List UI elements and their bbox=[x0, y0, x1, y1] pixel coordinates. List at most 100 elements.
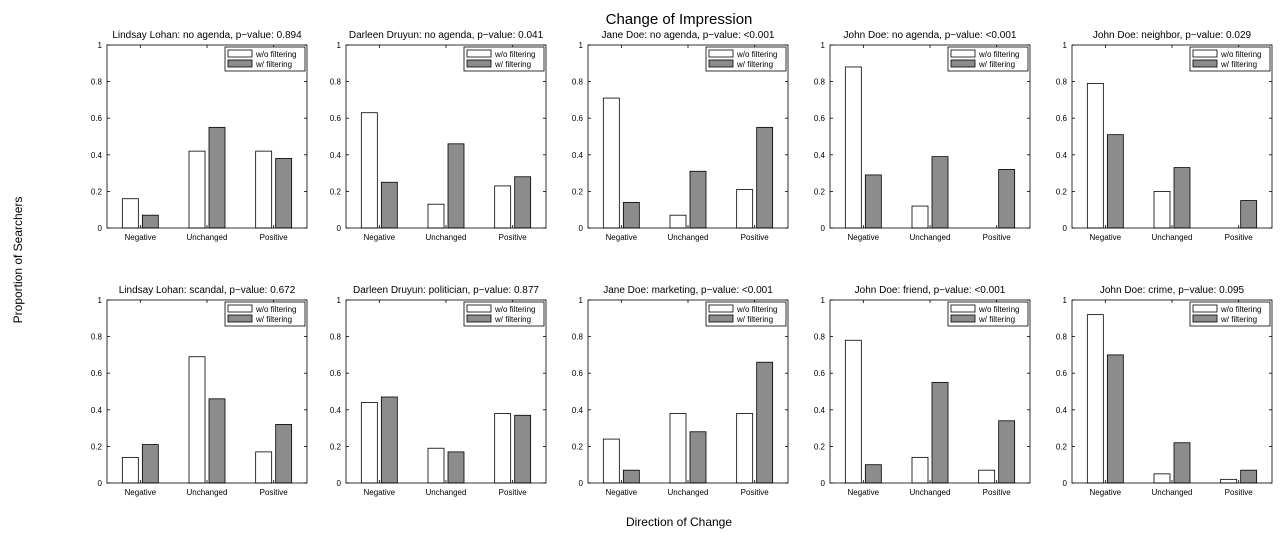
x-tick-label: Negative bbox=[848, 488, 880, 497]
legend-label: w/o filtering bbox=[736, 305, 777, 314]
legend-label: w/ filtering bbox=[494, 60, 531, 69]
y-tick-label: 0 bbox=[821, 479, 826, 488]
legend-swatch bbox=[1192, 304, 1218, 313]
bar bbox=[1173, 167, 1191, 229]
bar bbox=[275, 158, 293, 229]
x-tick-label: Negative bbox=[364, 488, 396, 497]
y-tick-label: 0.6 bbox=[572, 369, 584, 378]
panel-title: Darleen Druyun: no agenda, p−value: 0.04… bbox=[349, 30, 544, 41]
legend-label: w/ filtering bbox=[736, 60, 773, 69]
x-tick-label: Unchanged bbox=[187, 488, 228, 497]
y-tick-label: 0.8 bbox=[330, 333, 342, 342]
x-tick-label: Negative bbox=[848, 233, 880, 242]
panel-title: John Doe: crime, p−value: 0.095 bbox=[1100, 285, 1245, 296]
x-tick-label: Positive bbox=[1225, 233, 1254, 242]
legend-swatch bbox=[227, 59, 253, 68]
y-tick-label: 0.4 bbox=[91, 151, 103, 160]
bar bbox=[756, 126, 774, 229]
bar bbox=[669, 214, 687, 229]
bar bbox=[689, 431, 707, 484]
y-tick-label: 1 bbox=[579, 296, 584, 305]
y-tick-label: 0.2 bbox=[330, 187, 342, 196]
chart-panel: Darleen Druyun: no agenda, p−value: 0.04… bbox=[330, 30, 547, 242]
x-tick-label: Negative bbox=[364, 233, 396, 242]
legend-swatch bbox=[950, 314, 976, 323]
y-tick-label: 1 bbox=[821, 41, 826, 50]
x-tick-label: Positive bbox=[1225, 488, 1254, 497]
y-tick-label: 1 bbox=[1063, 296, 1068, 305]
y-tick-label: 0.2 bbox=[91, 187, 103, 196]
x-tick-label: Positive bbox=[499, 488, 528, 497]
bar bbox=[1153, 190, 1171, 229]
y-tick-label: 0.2 bbox=[1056, 442, 1068, 451]
bar bbox=[188, 150, 206, 229]
legend-swatch bbox=[466, 314, 492, 323]
legend-label: w/ filtering bbox=[978, 60, 1015, 69]
x-tick-label: Unchanged bbox=[187, 233, 228, 242]
bar bbox=[275, 424, 293, 484]
bar bbox=[736, 189, 754, 229]
y-tick-label: 0.6 bbox=[572, 114, 584, 123]
legend-label: w/o filtering bbox=[494, 305, 535, 314]
y-tick-label: 1 bbox=[98, 296, 103, 305]
y-tick-label: 0.4 bbox=[572, 151, 584, 160]
chart-panel: Darleen Druyun: politician, p−value: 0.8… bbox=[330, 285, 547, 497]
panel-title: Jane Doe: no agenda, p−value: <0.001 bbox=[602, 30, 775, 41]
x-tick-label: Unchanged bbox=[910, 233, 951, 242]
legend-swatch bbox=[1192, 49, 1218, 58]
panels: Lindsay Lohan: no agenda, p−value: 0.894… bbox=[91, 30, 1273, 497]
x-tick-label: Unchanged bbox=[910, 488, 951, 497]
bar bbox=[998, 420, 1016, 484]
y-tick-label: 0.8 bbox=[1056, 78, 1068, 87]
y-tick-label: 0.2 bbox=[814, 442, 826, 451]
y-tick-label: 0.2 bbox=[572, 187, 584, 196]
bar bbox=[360, 402, 378, 484]
legend-label: w/o filtering bbox=[255, 305, 296, 314]
bar bbox=[622, 201, 640, 229]
y-tick-label: 0.8 bbox=[572, 78, 584, 87]
y-tick-label: 0.2 bbox=[91, 442, 103, 451]
y-tick-label: 0.6 bbox=[1056, 114, 1068, 123]
chart-panel: John Doe: neighbor, p−value: 0.029 0 0.2 0.… bbox=[1056, 30, 1273, 242]
bar bbox=[1106, 134, 1124, 229]
bar bbox=[121, 456, 139, 484]
bar bbox=[998, 169, 1016, 229]
y-tick-label: 0 bbox=[98, 224, 103, 233]
legend-label: w/o filtering bbox=[978, 50, 1019, 59]
bar bbox=[978, 469, 996, 484]
bar bbox=[911, 205, 929, 229]
x-tick-label: Positive bbox=[260, 233, 289, 242]
y-tick-label: 0 bbox=[337, 224, 342, 233]
y-tick-label: 0 bbox=[1063, 479, 1068, 488]
x-tick-label: Positive bbox=[983, 488, 1012, 497]
y-tick-label: 0.2 bbox=[572, 442, 584, 451]
y-tick-label: 0.8 bbox=[572, 333, 584, 342]
legend-label: w/o filtering bbox=[1220, 50, 1261, 59]
legend-label: w/ filtering bbox=[1220, 315, 1257, 324]
y-tick-label: 1 bbox=[1063, 41, 1068, 50]
bar bbox=[141, 444, 159, 484]
x-tick-label: Negative bbox=[1090, 488, 1122, 497]
y-tick-label: 0.2 bbox=[1056, 187, 1068, 196]
legend-label: w/o filtering bbox=[255, 50, 296, 59]
legend-label: w/ filtering bbox=[494, 315, 531, 324]
legend-swatch bbox=[466, 49, 492, 58]
x-tick-label: Negative bbox=[1090, 233, 1122, 242]
chart-panel: Jane Doe: marketing, p−value: <0.001 0 0.2… bbox=[572, 285, 789, 497]
legend-label: w/ filtering bbox=[255, 315, 292, 324]
bar bbox=[514, 414, 532, 484]
panel-title: John Doe: friend, p−value: <0.001 bbox=[855, 285, 1006, 296]
bar bbox=[602, 97, 620, 229]
x-tick-label: Unchanged bbox=[1152, 488, 1193, 497]
y-tick-label: 1 bbox=[337, 296, 342, 305]
chart-panel: Lindsay Lohan: no agenda, p−value: 0.894… bbox=[91, 30, 308, 242]
y-tick-label: 1 bbox=[337, 41, 342, 50]
bar bbox=[844, 339, 862, 484]
figure-xlabel: Direction of Change bbox=[626, 515, 732, 529]
bar bbox=[669, 413, 687, 484]
panel-title: John Doe: neighbor, p−value: 0.029 bbox=[1093, 30, 1252, 41]
y-tick-label: 0.2 bbox=[330, 442, 342, 451]
bar bbox=[427, 447, 445, 484]
bar bbox=[931, 156, 949, 229]
